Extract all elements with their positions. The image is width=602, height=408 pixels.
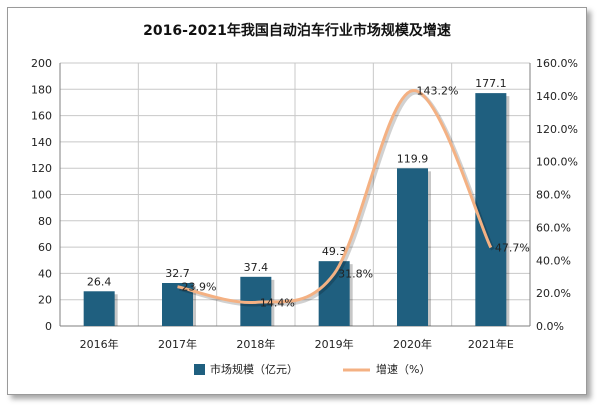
y-left-tick-label: 200 [31,57,52,70]
y-left-tick-label: 60 [38,241,52,254]
bar [83,291,115,326]
line-data-label: 23.9% [182,281,217,294]
y-right-tick-label: 120.0% [536,123,578,136]
bar [475,93,507,327]
y-left-tick-label: 180 [31,83,52,96]
y-right-tick-label: 160.0% [536,57,578,70]
y-left-tick-label: 40 [38,267,52,280]
x-tick-label: 2020年 [393,337,432,351]
y-left-tick-label: 140 [31,136,52,149]
line-data-label: 31.8% [338,268,373,281]
bar-data-label: 49.3 [322,245,347,258]
line-data-label: 14.4% [260,296,295,309]
x-tick-label: 2019年 [315,337,354,351]
y-left-tick-label: 0 [45,320,52,333]
x-tick-label: 2016年 [80,337,119,351]
y-left-tick-label: 120 [31,162,52,175]
chart-title: 2016-2021年我国自动泊车行业市场规模及增速 [143,23,451,39]
y-left-tick-label: 20 [38,294,52,307]
y-right-tick-label: 60.0% [536,221,571,234]
line-data-label: 47.7% [495,242,530,255]
y-right-tick-label: 140.0% [536,90,578,103]
y-right-tick-label: 20.0% [536,287,571,300]
bar-data-label: 119.9 [397,152,429,165]
bar [397,168,428,326]
y-right-tick-label: 80.0% [536,189,571,202]
y-right-tick-label: 100.0% [536,156,578,169]
growth-line [177,89,493,304]
y-left-tick-label: 100 [31,189,52,202]
legend-line-label: 增速（%） [376,362,430,376]
x-tick-label: 2018年 [236,337,275,351]
y-right-tick-label: 0.0% [536,320,564,333]
bar-data-label: 177.1 [475,77,507,90]
legend-bar-swatch [194,364,205,375]
bar-data-label: 26.4 [87,275,112,288]
bar-data-label: 37.4 [244,261,269,274]
chart-svg: 0 20 40 60 80 100 120 140 160 180 200 0.0% 20.0% 40.0… [31,57,578,376]
chart-frame: 2016-2021年我国自动泊车行业市场规模及增速 0 20 40 60 80 100 12… [7,7,587,395]
y-left-tick-label: 160 [31,110,52,123]
y-right-tick-label: 40.0% [536,254,571,267]
x-tick-label: 2017年 [158,337,197,351]
bar-data-label: 32.7 [165,267,190,280]
x-tick-label: 2021年E [468,337,514,351]
y-left-tick-label: 80 [38,215,52,228]
line-data-label: 143.2% [417,85,459,98]
legend-bar-label: 市场规模（亿元） [210,362,298,376]
